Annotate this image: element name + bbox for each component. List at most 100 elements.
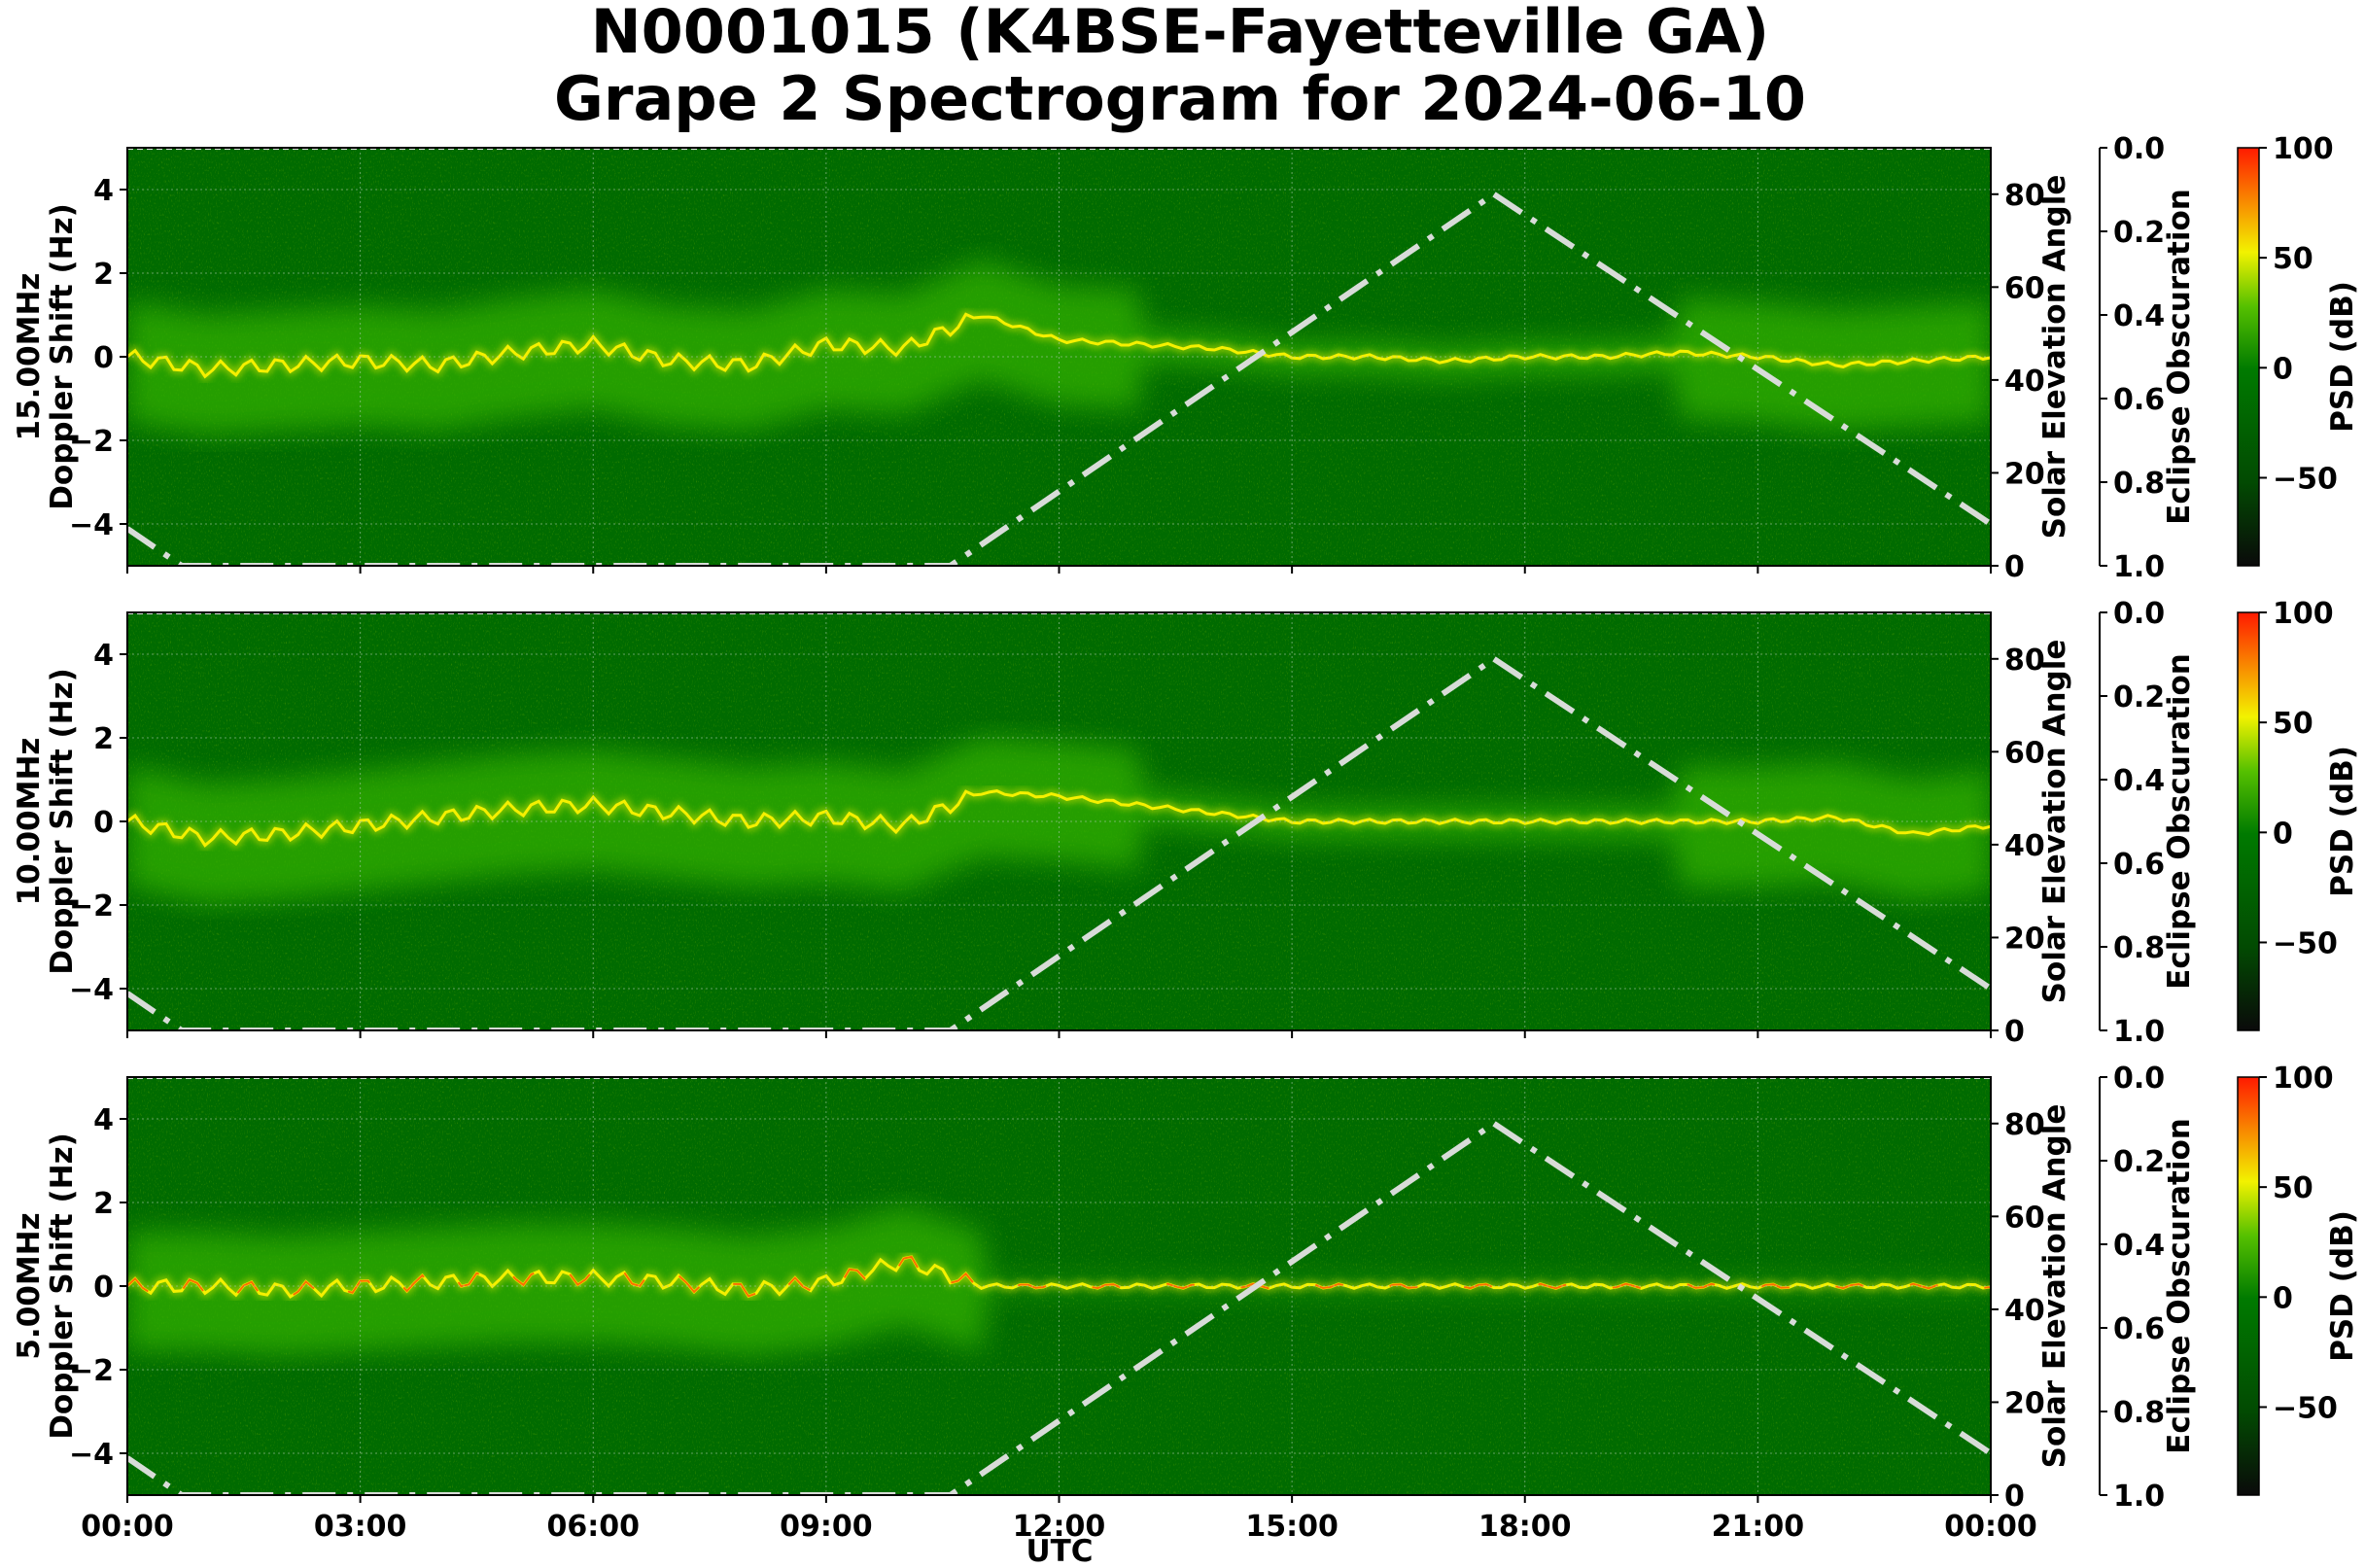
colorbar [2237,611,2260,1031]
elevation-tick-label: 40 [2004,1294,2045,1328]
obscuration-tick-label: 0.6 [2113,1312,2165,1346]
y-tick-label: −2 [69,1354,114,1388]
y-tick-label: 0 [93,806,114,840]
colorbar-tick-label: −50 [2273,926,2338,960]
x-axis-label: UTC [1026,1534,1093,1568]
frequency-label: 15.00MHz [12,273,47,441]
colorbar-tick-label: 100 [2273,1062,2334,1096]
elevation-tick-label: 0 [2004,550,2025,584]
colorbar [2237,147,2260,567]
obscuration-tick-label: 0.8 [2113,931,2165,965]
elevation-axis-label: Solar Elevation Angle [2037,175,2072,540]
frequency-label: 10.00MHz [12,738,47,906]
elevation-label-group: Solar Elevation Angle [2037,640,2072,1004]
elevation-tick-label: 0 [2004,1480,2025,1514]
x-tick-label: 00:00 [1944,1510,2037,1544]
y-tick-label: 2 [93,1187,114,1221]
elevation-tick-label: 60 [2004,271,2045,305]
elevation-label-group: Solar Elevation Angle [2037,175,2072,540]
obscuration-tick-label: 0.8 [2113,467,2165,501]
elevation-tick-label: 20 [2004,922,2045,956]
elevation-tick-label: 20 [2004,1386,2045,1420]
spectrogram-plot-area [127,612,1991,1030]
obscuration-tick-label: 0.0 [2113,132,2165,166]
y-axis-label: Doppler Shift (Hz) [45,203,80,510]
solar-elevation-curve [127,191,1991,566]
y-tick-label: −4 [69,1438,114,1472]
obscuration-label-group: Eclipse Obscuration [2162,189,2197,525]
colorbar-tick-label: −50 [2273,462,2338,496]
y-tick-label: 4 [93,174,114,208]
doppler-trace [127,1255,1991,1299]
obscuration-tick-label: 1.0 [2113,550,2165,584]
obscuration-axis-label: Eclipse Obscuration [2162,1118,2197,1454]
y-tick-label: −4 [69,973,114,1007]
obscuration-label-group: Eclipse Obscuration [2162,653,2197,990]
y-tick-label: 0 [93,341,114,375]
y-tick-label: −4 [69,508,114,542]
x-tick-label: 09:00 [780,1510,873,1544]
elevation-tick-label: 20 [2004,457,2045,491]
y-tick-label: −2 [69,889,114,923]
y-tick-label: 2 [93,258,114,292]
obscuration-axis-label: Eclipse Obscuration [2162,189,2197,525]
elevation-tick-label: 80 [2004,644,2045,678]
colorbar-tick-label: 50 [2273,1171,2313,1205]
colorbar-tick-label: 100 [2273,597,2334,631]
spectrogram-plot-area [127,1077,1991,1495]
colorbar-label: PSD (dB) [2325,746,2360,897]
colorbar [2237,1076,2260,1496]
elevation-label-group: Solar Elevation Angle [2037,1104,2072,1469]
colorbar-tick-label: 100 [2273,132,2334,166]
colorbar-label-group: PSD (dB) [2325,281,2360,433]
elevation-tick-label: 40 [2004,365,2045,399]
colorbar-tick-label: 0 [2273,1281,2293,1315]
obscuration-tick-label: 1.0 [2113,1015,2165,1049]
elevation-tick-label: 80 [2004,1108,2045,1142]
elevation-tick-label: 60 [2004,736,2045,770]
obscuration-tick-label: 0.4 [2113,1229,2165,1263]
obscuration-label-group: Eclipse Obscuration [2162,1118,2197,1454]
obscuration-tick-label: 0.2 [2113,216,2165,250]
obscuration-tick-label: 0.4 [2113,299,2165,333]
x-tick-label: 03:00 [314,1510,407,1544]
y-tick-label: 2 [93,722,114,756]
obscuration-tick-label: 0.0 [2113,1062,2165,1096]
chart-title-line1: N0001015 (K4BSE-Fayetteville GA) [591,0,1769,67]
elevation-axis-label: Solar Elevation Angle [2037,1104,2072,1469]
frequency-label: 5.00MHz [12,1212,47,1359]
y-tick-label: 4 [93,639,114,673]
colorbar-tick-label: 0 [2273,817,2293,851]
obscuration-axis-label: Eclipse Obscuration [2162,653,2197,990]
obscuration-tick-label: 0.6 [2113,383,2165,417]
y-axis-label: Doppler Shift (Hz) [45,1132,80,1440]
y-axis-label: Doppler Shift (Hz) [45,668,80,975]
spectrogram-plot-area [127,148,1991,566]
colorbar-label-group: PSD (dB) [2325,1210,2360,1362]
colorbar-label-group: PSD (dB) [2325,746,2360,897]
solar-elevation-curve [127,1120,1991,1495]
x-tick-label: 15:00 [1245,1510,1339,1544]
chart-title-line2: Grape 2 Spectrogram for 2024-06-10 [554,63,1806,134]
obscuration-tick-label: 0.0 [2113,597,2165,631]
obscuration-tick-label: 1.0 [2113,1480,2165,1514]
obscuration-tick-label: 0.4 [2113,764,2165,798]
colorbar-tick-label: 50 [2273,707,2313,741]
doppler-trace [127,789,1991,848]
colorbar-label: PSD (dB) [2325,281,2360,433]
elevation-tick-label: 60 [2004,1201,2045,1235]
x-tick-label: 18:00 [1478,1510,1572,1544]
x-tick-label: 12:00 [1013,1510,1106,1544]
elevation-axis-label: Solar Elevation Angle [2037,640,2072,1004]
doppler-trace [127,312,1991,379]
elevation-tick-label: 40 [2004,829,2045,863]
solar-elevation-curve [127,655,1991,1030]
